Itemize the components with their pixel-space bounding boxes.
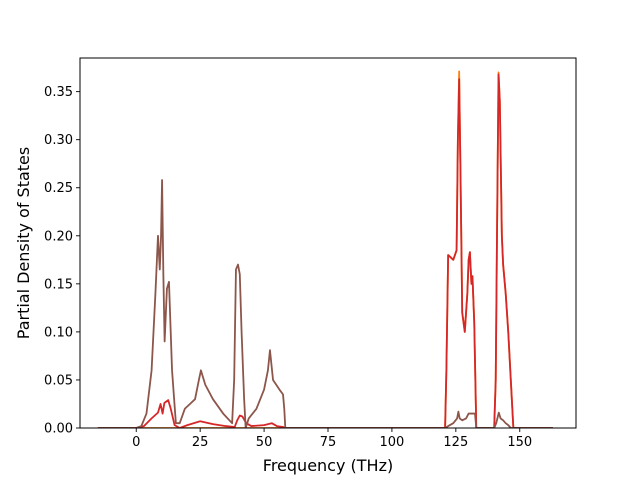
y-axis-ticks: 0.00 0.05 0.10 0.15 0.20 0.25 0.30 0.35 — [44, 85, 80, 437]
x-tick-label: 25 — [192, 435, 209, 450]
x-axis-ticks: 0 25 50 75 100 125 150 — [132, 428, 532, 450]
x-tick-label: 75 — [320, 435, 337, 450]
y-tick-label: 0.20 — [44, 229, 73, 244]
y-tick-label: 0.10 — [44, 325, 73, 340]
x-tick-label: 50 — [256, 435, 273, 450]
y-tick-label: 0.00 — [44, 422, 73, 437]
series-layer — [97, 70, 553, 428]
y-tick-label: 0.05 — [44, 373, 73, 388]
y-tick-label: 0.30 — [44, 133, 73, 148]
series-line-3 — [97, 179, 553, 428]
y-tick-label: 0.35 — [44, 85, 73, 100]
x-axis-title: Frequency (THz) — [263, 456, 393, 475]
y-tick-label: 0.15 — [44, 277, 73, 292]
x-tick-label: 125 — [443, 435, 468, 450]
series-line-2 — [97, 73, 553, 428]
x-tick-label: 150 — [507, 435, 532, 450]
y-tick-label: 0.25 — [44, 181, 73, 196]
y-axis-title: Partial Density of States — [14, 147, 33, 339]
x-tick-label: 100 — [380, 435, 405, 450]
x-tick-label: 0 — [132, 435, 140, 450]
